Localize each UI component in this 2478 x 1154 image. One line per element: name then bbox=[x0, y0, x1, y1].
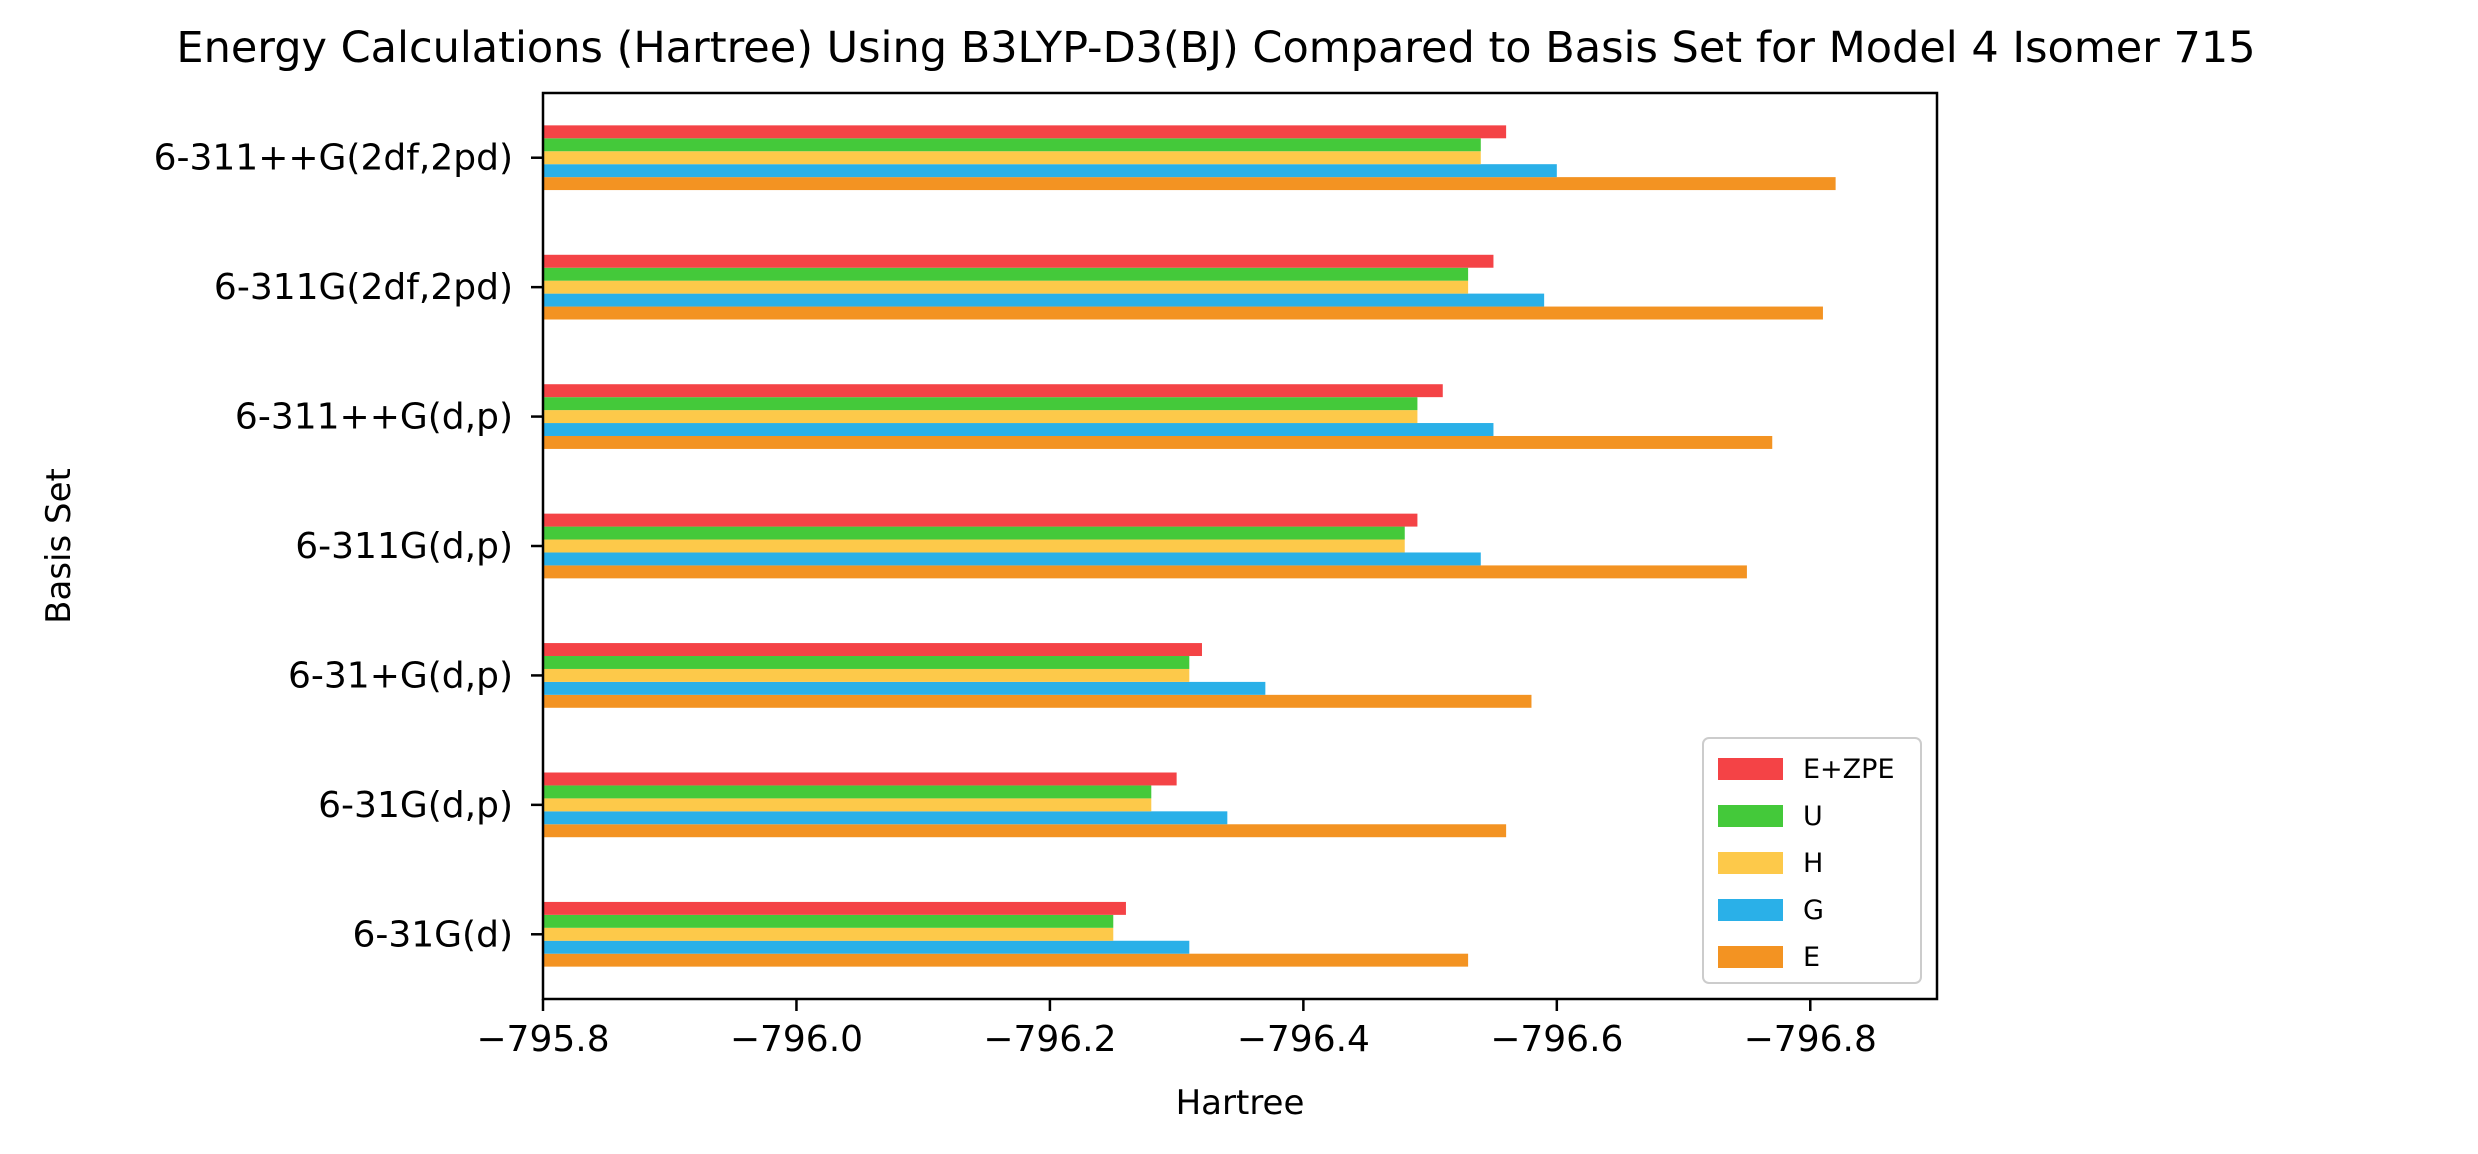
legend-swatch-e bbox=[1718, 946, 1783, 968]
x-axis-label: Hartree bbox=[1176, 1083, 1305, 1123]
bar-g-6-311g-d-p- bbox=[543, 552, 1481, 566]
bar-u-6-311-g-d-p- bbox=[543, 397, 1418, 411]
bar-e-6-31-g-d-p- bbox=[543, 694, 1532, 708]
legend-label-e: E bbox=[1803, 942, 1820, 973]
legend-swatch-h bbox=[1718, 852, 1783, 874]
y-tick-label: 6-311++G(d,p) bbox=[235, 397, 513, 438]
legend-label-e-zpe: E+ZPE bbox=[1803, 754, 1895, 785]
bar-e-zpe-6-311g-2df-2pd- bbox=[543, 254, 1494, 268]
bar-h-6-31g-d-p- bbox=[543, 798, 1152, 812]
y-axis-label: Basis Set bbox=[39, 468, 79, 624]
x-axis: −795.8 −796.0 −796.2 −796.4 −796.6 −796.8 bbox=[476, 999, 1877, 1060]
bar-e-6-311g-2df-2pd- bbox=[543, 306, 1823, 320]
bar-u-6-31g-d- bbox=[543, 914, 1114, 928]
bar-g-6-311-g-2df-2pd- bbox=[543, 164, 1557, 178]
bars-group bbox=[543, 125, 1836, 967]
legend-label-g: G bbox=[1803, 895, 1824, 926]
bar-g-6-31g-d- bbox=[543, 940, 1190, 954]
bar-u-6-31g-d-p- bbox=[543, 785, 1152, 799]
y-tick-label: 6-31G(d) bbox=[352, 914, 513, 955]
y-tick-label: 6-311G(d,p) bbox=[295, 526, 513, 567]
bar-u-6-31-g-d-p- bbox=[543, 656, 1190, 669]
bar-e-6-311-g-2df-2pd- bbox=[543, 177, 1836, 191]
bar-g-6-31g-d-p- bbox=[543, 811, 1228, 825]
bar-e-zpe-6-311g-d-p- bbox=[543, 513, 1418, 527]
legend-label-u: U bbox=[1803, 801, 1823, 832]
bar-h-6-31-g-d-p- bbox=[543, 668, 1190, 682]
x-tick-label: −796.2 bbox=[983, 1019, 1116, 1060]
legend-frame bbox=[1702, 737, 1922, 984]
bar-h-6-311-g-d-p- bbox=[543, 410, 1418, 424]
bar-g-6-311g-2df-2pd- bbox=[543, 293, 1545, 307]
legend-swatch-g bbox=[1718, 899, 1783, 921]
bar-e-zpe-6-31g-d- bbox=[543, 901, 1126, 915]
bar-e-zpe-6-311-g-2df-2pd- bbox=[543, 125, 1507, 139]
bar-h-6-31g-d- bbox=[543, 927, 1114, 941]
bar-e-zpe-6-311-g-d-p- bbox=[543, 384, 1443, 398]
bar-e-6-311-g-d-p- bbox=[543, 435, 1773, 449]
y-tick-label: 6-311G(2df,2pd) bbox=[214, 267, 513, 308]
bar-u-6-311-g-2df-2pd- bbox=[543, 138, 1481, 152]
bar-h-6-311g-d-p- bbox=[543, 539, 1405, 553]
legend-label-h: H bbox=[1803, 848, 1823, 879]
bar-e-6-311g-d-p- bbox=[543, 565, 1747, 579]
bar-h-6-311g-2df-2pd- bbox=[543, 280, 1469, 294]
chart-title: Energy Calculations (Hartree) Using B3LY… bbox=[176, 23, 2255, 73]
bar-e-6-31g-d- bbox=[543, 953, 1469, 967]
bar-e-6-31g-d-p- bbox=[543, 824, 1507, 838]
x-tick-label: −796.8 bbox=[1744, 1019, 1877, 1060]
x-tick-label: −796.6 bbox=[1490, 1019, 1623, 1060]
y-tick-label: 6-311++G(2df,2pd) bbox=[154, 138, 513, 179]
y-axis: 6-31G(d) 6-31G(d,p) 6-31+G(d,p) 6-311G(d,p)… bbox=[154, 138, 543, 955]
bar-u-6-311g-d-p- bbox=[543, 526, 1405, 540]
bar-g-6-311-g-d-p- bbox=[543, 423, 1494, 436]
bar-g-6-31-g-d-p- bbox=[543, 681, 1266, 695]
x-tick-label: −796.4 bbox=[1237, 1019, 1370, 1060]
y-tick-label: 6-31G(d,p) bbox=[318, 785, 513, 826]
bar-e-zpe-6-31-g-d-p- bbox=[543, 643, 1202, 657]
x-tick-label: −795.8 bbox=[476, 1019, 609, 1060]
bar-u-6-311g-2df-2pd- bbox=[543, 267, 1469, 281]
bar-h-6-311-g-2df-2pd- bbox=[543, 151, 1481, 165]
x-tick-label: −796.0 bbox=[730, 1019, 863, 1060]
bar-e-zpe-6-31g-d-p- bbox=[543, 772, 1177, 786]
y-tick-label: 6-31+G(d,p) bbox=[288, 655, 513, 696]
legend-swatch-u bbox=[1718, 805, 1783, 827]
legend-swatch-e-zpe bbox=[1718, 758, 1783, 780]
